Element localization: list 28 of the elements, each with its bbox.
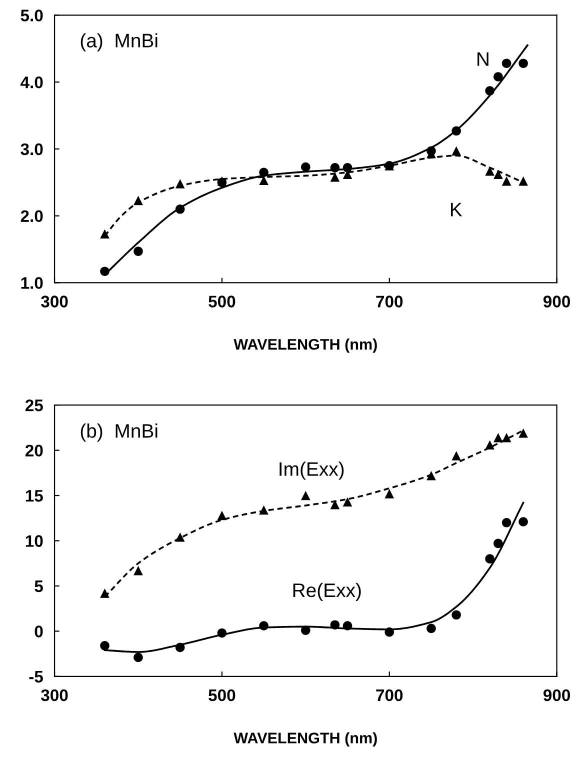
text: K (450, 202, 462, 216)
x-tick-label: 300 (41, 689, 68, 702)
x-axis-title: WAVELENGTH (nm) (234, 338, 377, 353)
series-label: N (478, 52, 488, 66)
x-tick-label: 500 (208, 296, 236, 308)
x-tick-label: 700 (376, 689, 403, 702)
y-tick-label: 5.0 (20, 10, 43, 22)
series-label: Im(Exx) (280, 462, 344, 480)
y-tick-label: 1.0 (21, 277, 43, 289)
text: (a) MnBi (80, 33, 158, 52)
x-tick-label: 300 (41, 296, 68, 308)
y-tick-label: 25 (25, 399, 43, 412)
x-tick-label: 500 (208, 689, 236, 702)
y-tick-label: 3.0 (20, 143, 43, 156)
x-axis-title: WAVELENGTH (nm) (234, 732, 377, 746)
y-tick-label: 15 (26, 490, 43, 502)
y-tick-label: -5 (29, 670, 43, 683)
y-tick-label: 0 (34, 626, 43, 638)
y-tick-label: 4.0 (20, 76, 43, 88)
series-label: Re(Exx) (293, 582, 361, 601)
y-tick-label: 5 (34, 580, 43, 592)
x-tick-label: 900 (543, 296, 570, 308)
y-tick-label: 10 (26, 535, 43, 547)
text: (b) MnBi (80, 424, 158, 442)
x-tick-label: 900 (543, 689, 570, 702)
x-tick-label: 700 (376, 296, 403, 308)
y-tick-label: 2.0 (20, 210, 43, 222)
y-tick-label: 20 (25, 444, 43, 457)
